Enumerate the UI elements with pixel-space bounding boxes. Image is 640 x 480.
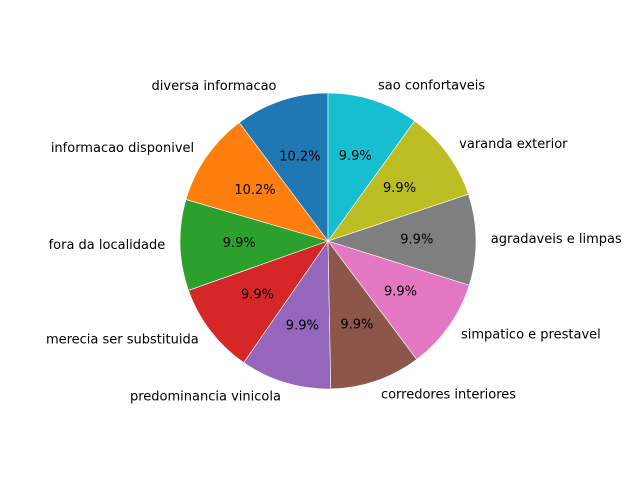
slice-percent-label: 9.9% [383,181,416,196]
pie-slice [327,193,477,286]
slice-label: sao confortaveis [378,79,485,94]
slice-percent-label: 9.9% [384,285,417,300]
slice-label: varanda exterior [459,137,568,152]
pie-slice [243,240,332,390]
pie-slice [188,240,329,364]
pie-slices [179,92,477,390]
slice-label: simpatico e prestavel [461,327,601,342]
slice-percent-label: 9.9% [339,149,372,164]
slice-percent-label: 9.9% [223,236,256,251]
slice-percent-label: 9.9% [241,287,274,302]
slice-percent-label: 10.2% [279,149,320,164]
pie-slice [238,92,329,242]
slice-label: predominancia vinicola [130,389,281,404]
slice-percent-label: 9.9% [400,233,433,248]
pie-labels: diversa informacao 10.2% informacao dispon… [46,79,622,405]
pie-slice [327,120,469,242]
slice-percent-label: 9.9% [340,317,373,332]
slice-percent-label: 9.9% [286,319,319,334]
slice-percent-label: 10.2% [234,183,275,198]
pie-slice [327,240,470,360]
pie-slice [185,122,329,242]
pie-slice [327,92,415,242]
slice-label: informacao disponivel [51,141,194,156]
pie-slice [179,199,329,291]
pie-slice [327,240,418,390]
slice-label: merecia ser substituida [46,332,199,347]
slice-label: fora da localidade [49,238,166,253]
slice-label: agradaveis e limpas [491,232,622,247]
slice-label: corredores interiores [381,387,516,402]
slice-label: diversa informacao [152,79,277,94]
